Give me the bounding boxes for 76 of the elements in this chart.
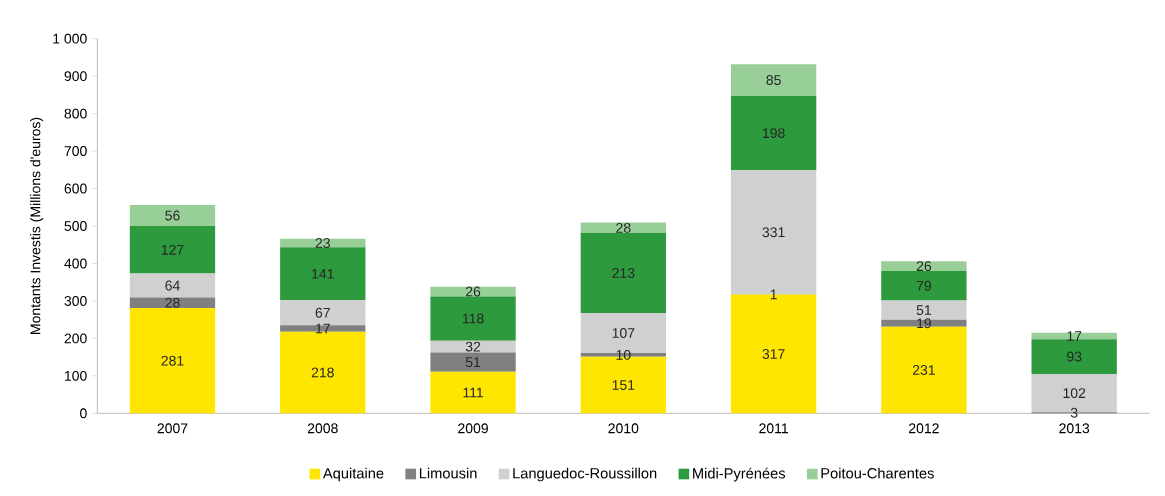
bar bbox=[730, 64, 817, 96]
x-tick-label: 2012 bbox=[909, 423, 939, 434]
data-label: 19 bbox=[917, 318, 932, 329]
bar bbox=[280, 247, 366, 301]
bar bbox=[430, 340, 516, 353]
data-label: 213 bbox=[612, 268, 635, 278]
legend-label: Poitou-Charentes bbox=[821, 467, 934, 479]
x-tick-label: 2011 bbox=[759, 423, 788, 434]
data-label: 26 bbox=[465, 286, 481, 297]
data-label: 93 bbox=[1067, 351, 1082, 362]
data-label: 102 bbox=[1063, 388, 1086, 399]
data-label: 1 bbox=[770, 289, 777, 300]
data-label: 56 bbox=[165, 210, 180, 221]
data-label: 3 bbox=[1070, 407, 1078, 418]
bar bbox=[430, 296, 516, 341]
data-label: 85 bbox=[766, 75, 781, 86]
bar bbox=[580, 233, 666, 313]
y-tick-label: 400 bbox=[64, 258, 87, 269]
bar bbox=[881, 300, 967, 320]
bar bbox=[730, 95, 817, 171]
bar bbox=[881, 270, 967, 301]
x-tick-label: 2013 bbox=[1059, 423, 1090, 434]
data-label: 51 bbox=[465, 357, 481, 368]
data-label: 231 bbox=[912, 365, 935, 376]
bar bbox=[129, 225, 216, 274]
data-label: 28 bbox=[616, 222, 631, 233]
data-label: 281 bbox=[161, 355, 184, 366]
data-label: 111 bbox=[463, 387, 483, 398]
bar bbox=[280, 325, 366, 332]
legend-label: Aquitaine bbox=[322, 467, 384, 482]
y-tick-label: 0 bbox=[80, 408, 87, 419]
data-label: 32 bbox=[465, 341, 481, 352]
data-label: 79 bbox=[916, 280, 932, 291]
y-tick-label: 800 bbox=[64, 108, 87, 119]
data-label: 17 bbox=[1067, 331, 1082, 341]
data-label: 107 bbox=[612, 328, 635, 338]
x-tick-label: 2010 bbox=[608, 423, 639, 434]
y-axis-title: Montants Investis (Millions d'euros) bbox=[30, 117, 44, 334]
y-tick-label: 600 bbox=[64, 183, 87, 194]
data-label: 198 bbox=[763, 128, 785, 139]
x-tick-label: 2007 bbox=[157, 423, 188, 434]
y-tick-label: 900 bbox=[64, 71, 87, 82]
legend-label: Midi-Pyrénées bbox=[693, 467, 786, 482]
data-label: 51 bbox=[916, 305, 931, 315]
data-label: 151 bbox=[612, 380, 635, 390]
data-label: 317 bbox=[762, 348, 785, 359]
bar bbox=[430, 371, 516, 414]
y-tick-label: 200 bbox=[64, 333, 87, 344]
bar bbox=[129, 273, 216, 298]
legend-label: Limousin bbox=[419, 467, 477, 479]
data-label: 127 bbox=[161, 244, 184, 255]
data-label: 17 bbox=[316, 323, 330, 334]
data-label: 64 bbox=[165, 280, 180, 291]
data-label: 67 bbox=[315, 307, 330, 318]
legend-label: Languedoc-Roussillon bbox=[513, 467, 657, 482]
y-tick-label: 300 bbox=[64, 295, 87, 306]
bar bbox=[129, 205, 216, 226]
data-label: 118 bbox=[462, 313, 484, 324]
y-tick-label: 1 000 bbox=[53, 33, 87, 44]
data-label: 141 bbox=[312, 268, 334, 279]
bar bbox=[129, 308, 216, 414]
y-tick-label: 500 bbox=[64, 221, 87, 231]
x-tick-label: 2009 bbox=[458, 423, 488, 434]
x-tick-label: 2008 bbox=[307, 423, 338, 434]
data-label: 23 bbox=[315, 238, 330, 248]
bar bbox=[1031, 339, 1117, 374]
data-label: 26 bbox=[916, 261, 932, 272]
bar bbox=[881, 261, 967, 271]
data-label: 331 bbox=[762, 227, 785, 238]
y-tick-label: 100 bbox=[65, 370, 87, 381]
bar bbox=[430, 352, 516, 372]
bar bbox=[1031, 332, 1117, 340]
data-label: 218 bbox=[311, 367, 334, 378]
data-label: 28 bbox=[165, 297, 180, 308]
y-tick-label: 700 bbox=[64, 146, 87, 157]
bar bbox=[881, 319, 967, 327]
